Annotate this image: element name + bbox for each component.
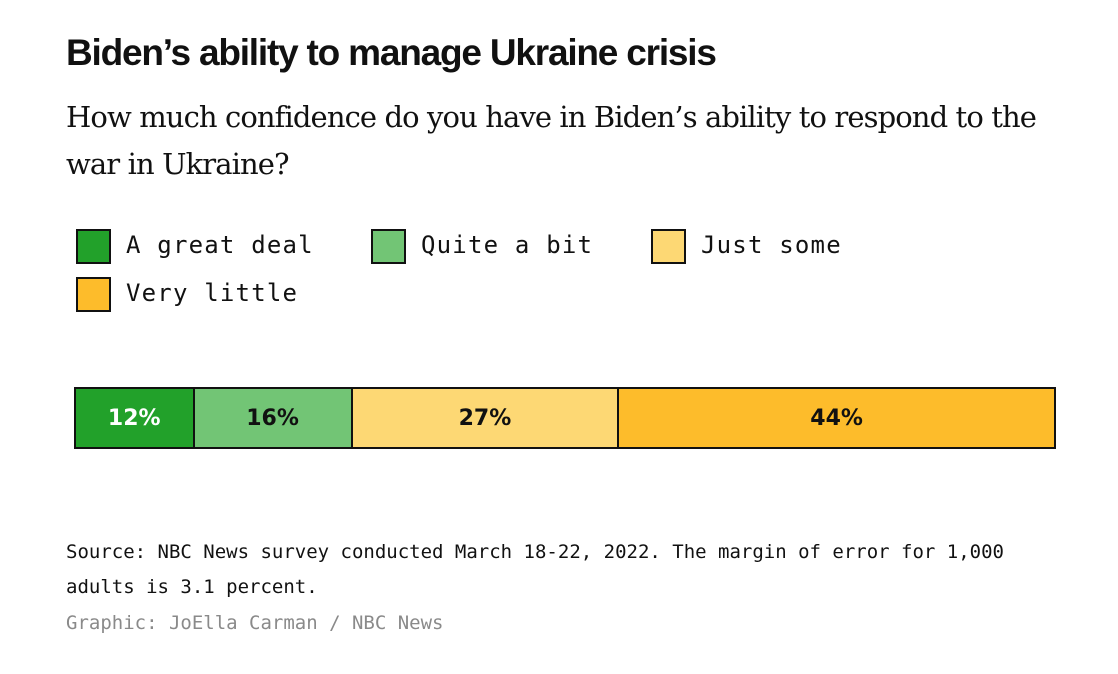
bar-segment: 27% bbox=[352, 389, 620, 447]
stacked-bar: 12% 16% 27% 44% bbox=[74, 387, 1056, 449]
bar-segment: 44% bbox=[619, 389, 1054, 447]
legend-swatch bbox=[76, 229, 111, 264]
graphic-credit: Graphic: JoElla Carman / NBC News bbox=[66, 612, 444, 634]
legend-swatch bbox=[371, 229, 406, 264]
chart-card: Biden’s ability to manage Ukraine crisis… bbox=[66, 0, 1056, 674]
chart-title: Biden’s ability to manage Ukraine crisis bbox=[66, 32, 717, 73]
bar-segment: 12% bbox=[76, 389, 195, 447]
legend-label: A great deal bbox=[126, 231, 314, 259]
segment-value-label: 12% bbox=[107, 405, 161, 431]
legend: A great deal Quite a bit Just some Very lit… bbox=[76, 229, 1036, 319]
segment-value-label: 27% bbox=[458, 405, 512, 431]
legend-label: Very little bbox=[126, 279, 299, 307]
legend-label: Quite a bit bbox=[421, 231, 594, 259]
legend-swatch bbox=[76, 277, 111, 312]
bar-segment: 16% bbox=[194, 389, 353, 447]
chart-subtitle: How much confidence do you have in Biden… bbox=[66, 100, 1037, 181]
source-note: Source: NBC News survey conducted March … bbox=[66, 541, 1004, 598]
segment-value-label: 44% bbox=[810, 405, 863, 431]
legend-swatch bbox=[651, 229, 686, 264]
legend-label: Just some bbox=[701, 231, 842, 259]
segment-value-label: 16% bbox=[246, 405, 299, 431]
